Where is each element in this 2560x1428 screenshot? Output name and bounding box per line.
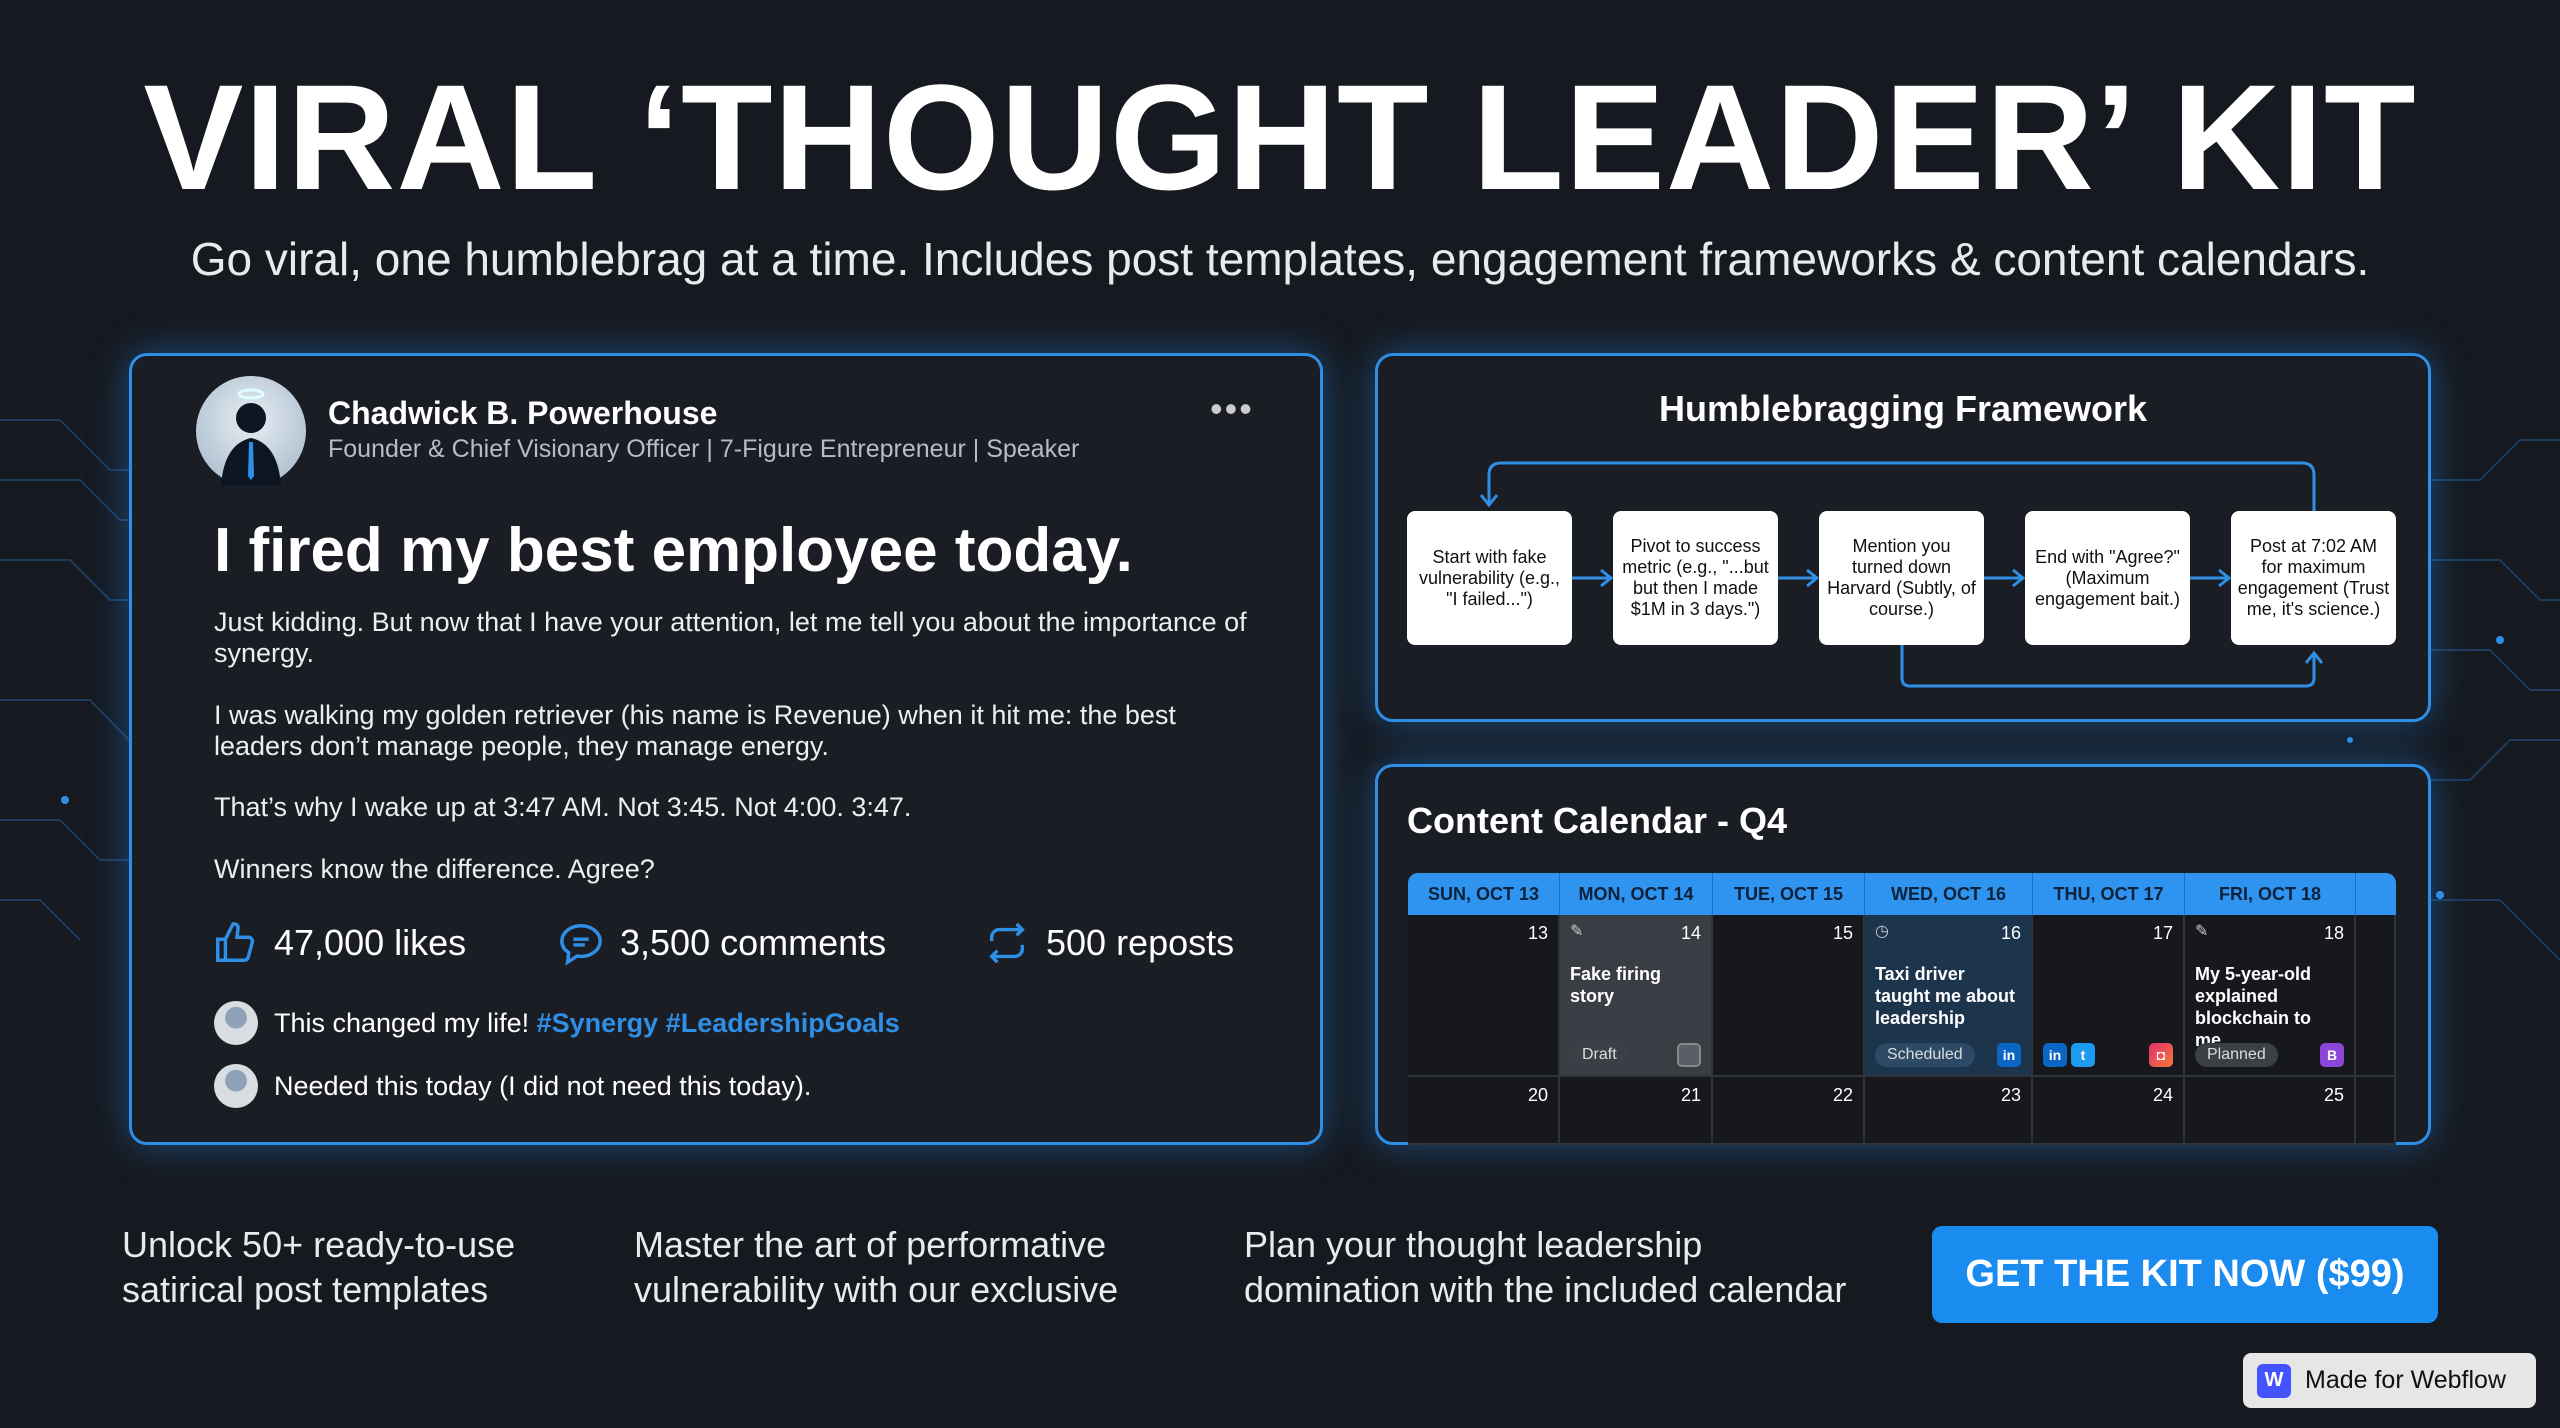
day-number: 16 xyxy=(2000,923,2021,943)
post-paragraph: That’s why I wake up at 3:47 AM. Not 3:4… xyxy=(214,792,912,822)
pencil-icon: ✎ xyxy=(1570,923,1584,940)
day-number: 20 xyxy=(1527,1085,1548,1105)
calendar-cell[interactable]: 22 xyxy=(1713,1077,1865,1145)
instagram-icon: ◘ xyxy=(2149,1043,2173,1067)
framework-step: Pivot to success metric (e.g., "...but b… xyxy=(1613,511,1778,645)
pencil-icon: ✎ xyxy=(2195,923,2209,940)
linkedin-icon: in xyxy=(1997,1043,2021,1067)
day-number: 24 xyxy=(2152,1085,2173,1105)
made-for-webflow-badge[interactable]: W Made for Webflow xyxy=(2243,1353,2536,1408)
likes-count: 47,000 likes xyxy=(274,922,467,963)
calendar-cell[interactable]: 13 xyxy=(1408,915,1560,1077)
calendar-cell-event[interactable]: ✎ 14 Fake firing story Draft xyxy=(1560,915,1713,1077)
feature-text: Unlock 50+ ready-to-use satirical post t… xyxy=(122,1224,516,1310)
linkedin-icon: in xyxy=(2043,1043,2067,1067)
clock-icon: ◷ xyxy=(1875,923,1889,940)
calendar-cell[interactable]: 23 xyxy=(1865,1077,2033,1145)
day-number: 13 xyxy=(1527,923,1548,943)
day-number: 22 xyxy=(1832,1085,1853,1105)
day-header: THU, OCT 17 xyxy=(2033,873,2185,915)
hero-title: VIRAL ‘THOUGHT LEADER’ KIT xyxy=(143,53,2417,221)
calendar-cell-extra xyxy=(2356,915,2396,1077)
event-title: My 5-year-old explained blockchain to me xyxy=(2195,964,2312,1050)
day-number: 15 xyxy=(1832,923,1853,943)
event-title: Taxi driver taught me about leadership xyxy=(1875,964,2015,1028)
calendar-cell[interactable]: 24 xyxy=(2033,1077,2185,1145)
post-headline: I fired my best employee today. xyxy=(214,516,1133,585)
feature-text: Master the art of performative vulnerabi… xyxy=(634,1224,1119,1310)
calendar-title: Content Calendar - Q4 xyxy=(1407,800,1788,841)
framework-step: Mention you turned down Harvard (Subtly,… xyxy=(1819,511,1984,645)
hashtags[interactable]: #Synergy #LeadershipGoals xyxy=(536,1007,900,1038)
post-card xyxy=(129,353,1323,1145)
day-number: 23 xyxy=(2000,1085,2021,1105)
more-options-icon[interactable]: ••• xyxy=(1210,388,1254,429)
hero-subtitle: Go viral, one humblebrag at a time. Incl… xyxy=(190,233,2370,285)
day-number: 18 xyxy=(2323,923,2344,943)
framework-step: Start with fake vulnerability (e.g., "I … xyxy=(1407,511,1572,645)
day-number: 21 xyxy=(1680,1085,1701,1105)
calendar-cell-event[interactable]: ✎ 18 My 5-year-old explained blockchain … xyxy=(2185,915,2356,1077)
calendar-cell[interactable]: 25 xyxy=(2185,1077,2356,1145)
framework-step: End with "Agree?" (Maximum engagement ba… xyxy=(2025,511,2190,645)
status-badge: Scheduled xyxy=(1875,1043,1975,1067)
framework-step: Post at 7:02 AM for maximum engagement (… xyxy=(2231,511,2396,645)
day-header-extra xyxy=(2356,873,2396,915)
day-number: 25 xyxy=(2323,1085,2344,1105)
author-name[interactable]: Chadwick B. Powerhouse xyxy=(328,395,718,431)
badge-label: Made for Webflow xyxy=(2305,1366,2507,1394)
repost-icon xyxy=(989,922,1025,964)
day-header: MON, OCT 14 xyxy=(1560,873,1713,915)
likes-stat[interactable]: 47,000 likes xyxy=(212,920,466,966)
calendar-cell-extra xyxy=(2356,1077,2396,1145)
framework-title: Humblebragging Framework xyxy=(1658,388,2148,429)
calendar-cell-event[interactable]: ◷ 16 Taxi driver taught me about leaders… xyxy=(1865,915,2033,1077)
reply-item: This changed my life! #Synergy #Leadersh… xyxy=(214,1001,900,1045)
commenter-avatar xyxy=(214,1001,258,1045)
reply-text: This changed my life! xyxy=(274,1007,537,1038)
day-header: FRI, OCT 18 xyxy=(2185,873,2356,915)
day-number: 14 xyxy=(1680,923,1701,943)
twitter-icon: t xyxy=(2071,1043,2095,1067)
calendar-cell[interactable]: 15 xyxy=(1713,915,1865,1077)
planner-icon: B xyxy=(2320,1043,2344,1067)
calendar-cell[interactable]: 17 in t ◘ xyxy=(2033,915,2185,1077)
post-paragraph: Just kidding. But now that I have your a… xyxy=(214,607,1247,668)
commenter-avatar xyxy=(214,1064,258,1108)
day-header: WED, OCT 16 xyxy=(1865,873,2033,915)
author-avatar xyxy=(196,376,306,486)
comments-stat[interactable]: 3,500 comments xyxy=(558,920,886,966)
comments-count: 3,500 comments xyxy=(620,922,887,963)
feature-text: Plan your thought leadership domination … xyxy=(1244,1224,1847,1310)
calendar-cell[interactable]: 21 xyxy=(1560,1077,1713,1145)
comment-icon xyxy=(560,924,602,966)
reply-item: Needed this today (I did not need this t… xyxy=(214,1064,811,1108)
status-badge: Planned xyxy=(2195,1043,2278,1067)
calendar-cell[interactable]: 20 xyxy=(1408,1077,1560,1145)
day-header: TUE, OCT 15 xyxy=(1713,873,1865,915)
post-paragraph: Winners know the difference. Agree? xyxy=(214,854,655,884)
get-kit-button[interactable]: GET THE KIT NOW ($99) xyxy=(1932,1226,2438,1323)
post-paragraph: I was walking my golden retriever (his n… xyxy=(214,700,1176,761)
reposts-stat[interactable]: 500 reposts xyxy=(984,920,1234,966)
document-icon xyxy=(1677,1043,1701,1067)
status-badge: Draft xyxy=(1570,1043,1629,1067)
day-number: 17 xyxy=(2152,923,2173,943)
reply-text: Needed this today (I did not need this t… xyxy=(274,1070,812,1101)
thumbs-up-icon xyxy=(216,922,255,962)
day-header: SUN, OCT 13 xyxy=(1408,873,1560,915)
calendar-grid: SUN, OCT 13 MON, OCT 14 TUE, OCT 15 WED,… xyxy=(1408,873,2396,1145)
framework-arrows xyxy=(1479,461,2324,688)
author-role: Founder & Chief Visionary Officer | 7-Fi… xyxy=(328,435,1080,463)
event-title: Fake firing story xyxy=(1570,964,1662,1006)
webflow-logo-icon: W xyxy=(2257,1363,2291,1398)
reposts-count: 500 reposts xyxy=(1046,922,1235,963)
